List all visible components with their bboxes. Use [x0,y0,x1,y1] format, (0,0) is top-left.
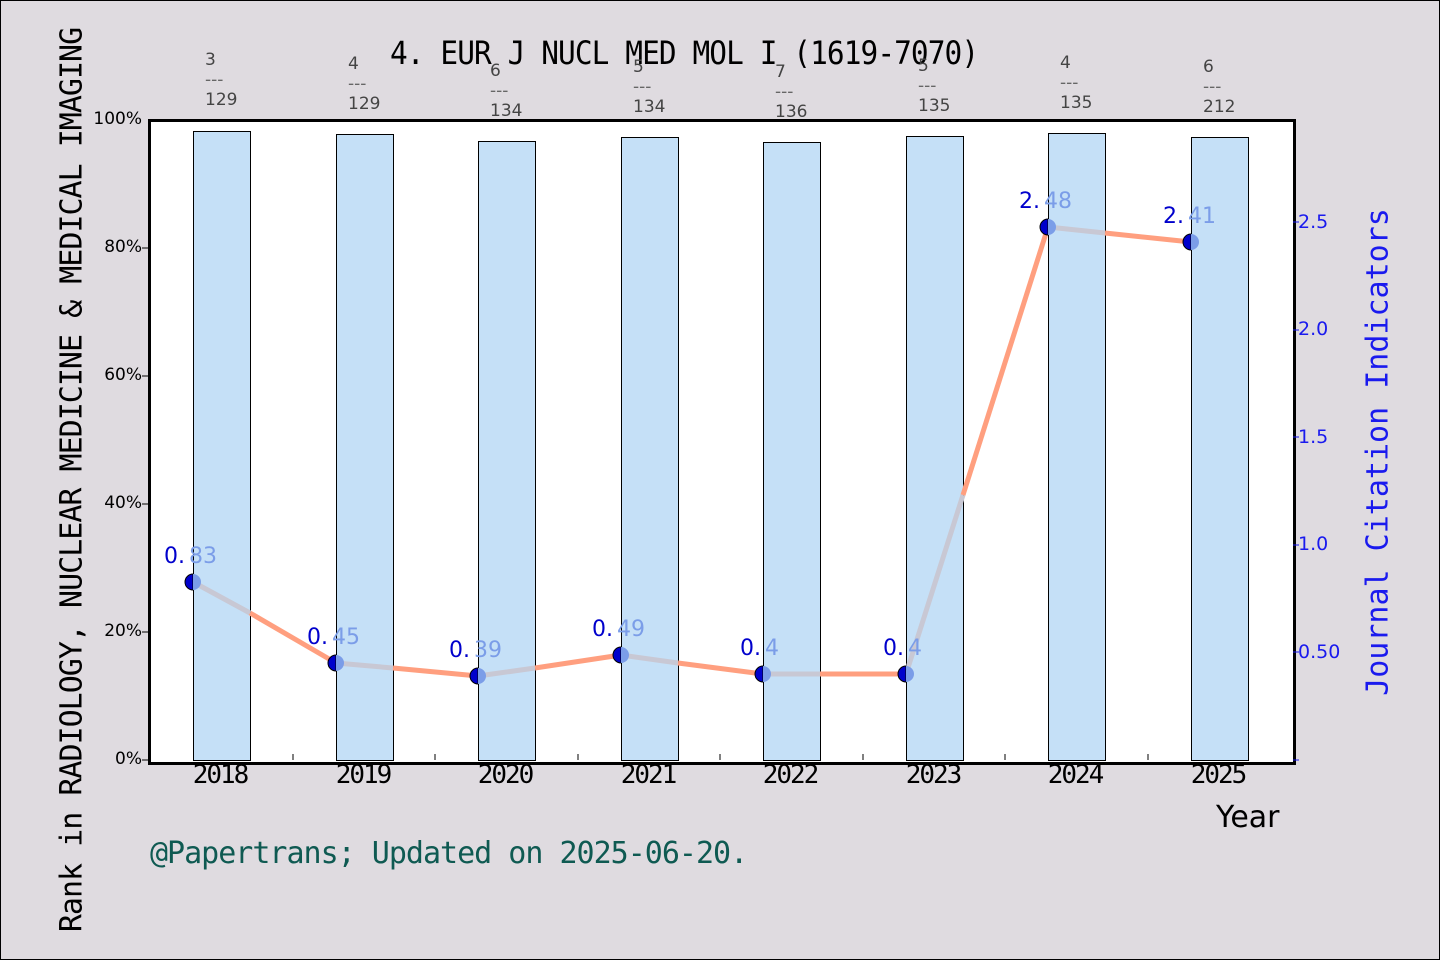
left-tick-100: 100% [93,109,142,129]
left-tick-60: 60% [104,365,142,385]
x-tick-2018: 2018 [192,760,250,790]
jci-line [191,224,1192,679]
x-tick-2025: 2025 [1190,760,1248,790]
rank-label-2021: 5 --- 134 [633,57,666,117]
point-label-2025: 2. 41 [1163,204,1216,229]
x-tick-2019: 2019 [335,760,393,790]
rank-label-2024: 4 --- 135 [1060,53,1093,113]
point-label-2020: 0. 39 [449,638,502,663]
right-tick-2-0: 2.0 [1298,318,1329,340]
left-tick-0: 0% [115,749,142,769]
credit-text: @Papertrans; Updated on 2025-06-20. [150,836,748,871]
x-tick-2023: 2023 [905,760,963,790]
rank-label-2018: 3 --- 129 [205,50,238,110]
rank-label-2025: 6 --- 212 [1203,57,1236,117]
rank-label-2023: 5 --- 135 [918,56,951,116]
right-tick-0-50: 0.50 [1298,641,1341,663]
x-tick-2020: 2020 [477,760,535,790]
left-tick-20: 20% [104,621,142,641]
point-label-2024: 2. 48 [1019,189,1072,214]
point-label-2022: 0. 4 [740,636,779,661]
right-tick-1-0: 1.0 [1298,533,1329,555]
rank-label-2019: 4 --- 129 [348,54,381,114]
point-label-2018: 0. 83 [164,544,217,569]
chart-title: 4. EUR J NUCL MED MOL I (1619-7070) [390,34,979,72]
left-tick-80: 80% [104,237,142,257]
right-tick-1-5: 1.5 [1298,426,1329,448]
x-axis-label: Year [1216,800,1280,835]
point-label-2023: 0. 4 [883,636,922,661]
x-tick-2024: 2024 [1047,760,1105,790]
left-tick-40: 40% [104,493,142,513]
right-tick-2-5: 2.5 [1298,211,1329,233]
jci-markers [184,218,1199,685]
x-tick-2022: 2022 [762,760,820,790]
rank-label-2022: 7 --- 136 [775,62,808,122]
point-label-2021: 0. 49 [592,617,645,642]
point-label-2019: 0. 45 [307,625,360,650]
x-tick-2021: 2021 [620,760,678,790]
rank-label-2020: 6 --- 134 [490,61,523,121]
